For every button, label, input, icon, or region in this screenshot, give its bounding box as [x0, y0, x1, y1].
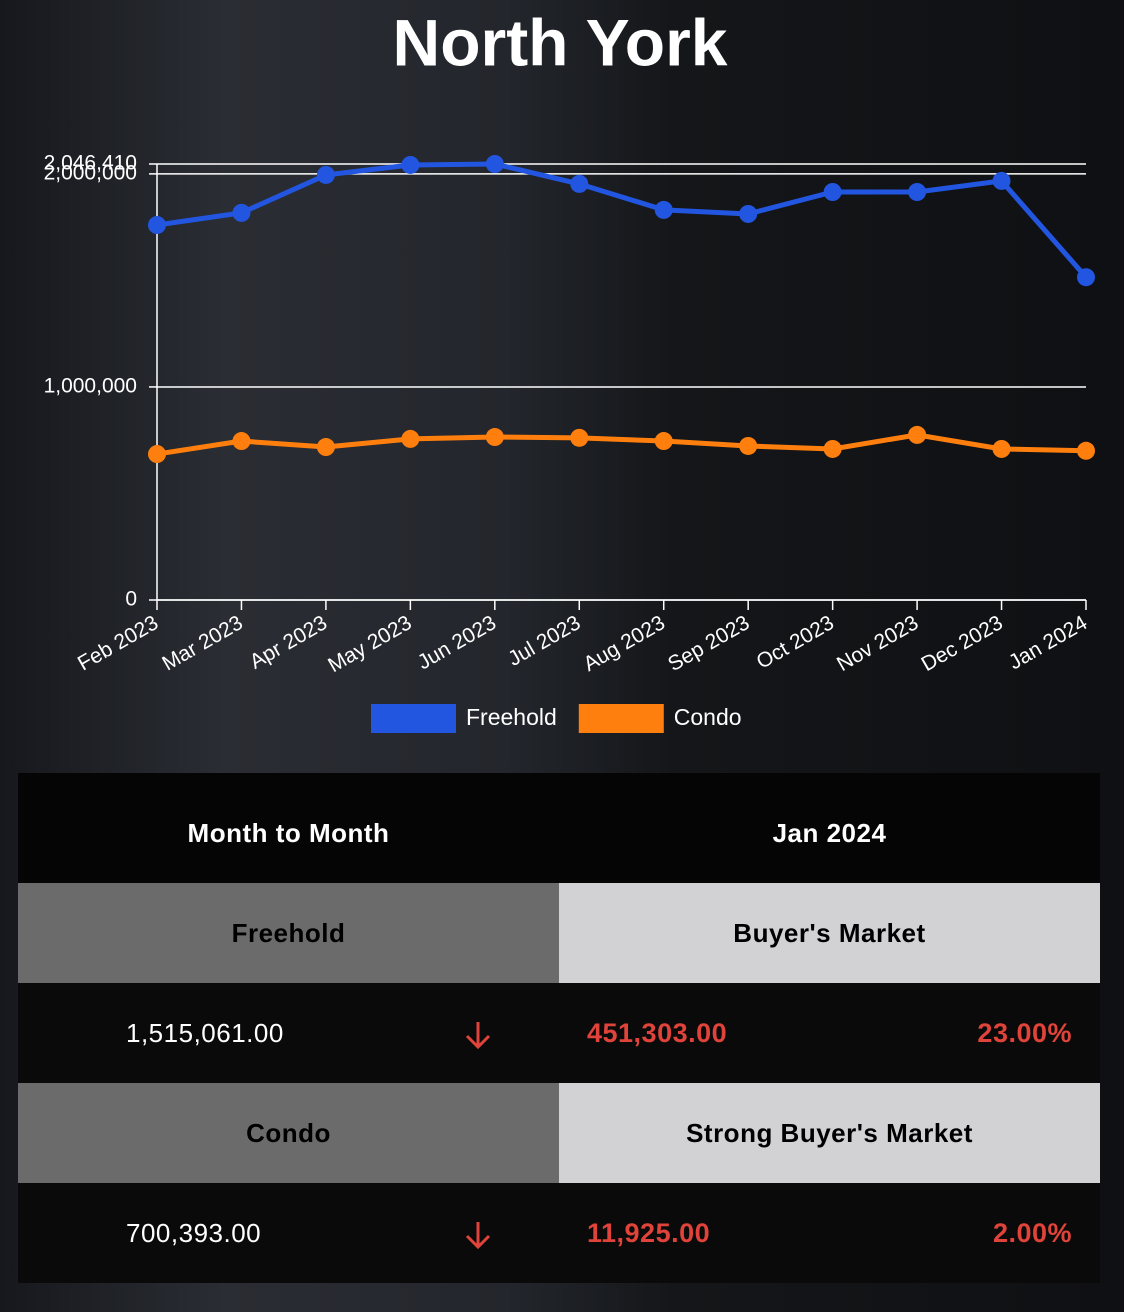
- x-tick-label: Aug 2023: [580, 611, 669, 676]
- point: [148, 216, 166, 235]
- table-body: Freehold Buyer's Market 1,515,061.00 451,30…: [18, 883, 1100, 1283]
- point: [401, 429, 420, 448]
- point: [739, 204, 758, 223]
- x-tick-label: Apr 2023: [246, 611, 331, 674]
- point: [232, 203, 251, 222]
- chart-title: North York: [393, 5, 728, 79]
- point: [823, 182, 842, 201]
- point: [570, 174, 589, 193]
- type-row: Freehold Buyer's Market: [18, 883, 1100, 983]
- x-tick-label: Feb 2023: [74, 611, 162, 675]
- y-tick-label: 2,000,000: [44, 161, 137, 184]
- type-label: Freehold: [18, 883, 559, 983]
- point: [908, 182, 927, 201]
- change-cell: 11,925.00 2.00%: [559, 1183, 1100, 1283]
- change: 451,303.00: [587, 1017, 728, 1048]
- type-row: Condo Strong Buyer's Market: [18, 1083, 1100, 1183]
- point: [316, 438, 335, 457]
- x-tick-label: Jun 2023: [414, 611, 500, 674]
- y-tick-label: 1,000,000: [44, 374, 137, 397]
- price-cell: 1,515,061.00: [18, 983, 559, 1083]
- y-tick-label: 2,046,410: [44, 152, 137, 175]
- line: [156, 432, 1087, 457]
- point: [992, 439, 1011, 458]
- price: 1,515,061.00: [126, 1017, 284, 1048]
- type-label: Condo: [18, 1083, 559, 1183]
- value-row: 700,393.00 11,925.00 2.00%: [18, 1183, 1100, 1283]
- point: [316, 165, 335, 184]
- table-header: Month to Month Jan 2024: [18, 773, 1100, 893]
- header-cell: Month to Month: [18, 773, 559, 893]
- legend-swatch: [578, 704, 664, 733]
- point: [739, 436, 758, 455]
- point: [654, 200, 673, 219]
- x-tick-label: Oct 2023: [753, 611, 838, 674]
- market-status: Strong Buyer's Market: [559, 1083, 1100, 1183]
- percent: 2.00%: [992, 1217, 1072, 1248]
- change-cell: 451,303.00 23.00%: [559, 983, 1100, 1083]
- change: 11,925.00: [587, 1217, 711, 1248]
- percent: 23.00%: [977, 1017, 1072, 1048]
- price-cell: 700,393.00: [18, 1183, 559, 1283]
- point: [1077, 441, 1095, 460]
- point: [485, 428, 504, 447]
- down-arrow-icon: [462, 1219, 494, 1258]
- x-tick-label: Sep 2023: [664, 611, 753, 676]
- point: [148, 445, 166, 464]
- point: [1077, 268, 1095, 287]
- down-arrow-icon: [462, 1019, 494, 1058]
- point: [654, 432, 673, 451]
- point: [401, 155, 420, 174]
- line: [156, 161, 1088, 279]
- y-tick-label: 0: [125, 588, 137, 611]
- legend-swatch: [371, 704, 456, 733]
- point: [908, 425, 927, 444]
- point: [232, 432, 251, 451]
- x-tick-label: Nov 2023: [833, 611, 922, 676]
- value-row: 1,515,061.00 451,303.00 23.00%: [18, 983, 1100, 1083]
- x-tick-label: Jul 2023: [504, 611, 584, 671]
- point: [485, 155, 504, 173]
- point: [570, 428, 589, 447]
- x-tick-label: Jan 2024: [1005, 611, 1092, 674]
- point: [992, 171, 1011, 190]
- header-cell: Jan 2024: [559, 773, 1100, 893]
- market-status: Buyer's Market: [559, 883, 1100, 983]
- x-tick-label: May 2023: [324, 611, 415, 677]
- legend-label: Freehold: [466, 704, 557, 730]
- x-tick-label: Mar 2023: [158, 611, 246, 675]
- legend-label: Condo: [674, 704, 742, 730]
- x-tick-label: Dec 2023: [917, 611, 1006, 676]
- point: [823, 439, 842, 458]
- price: 700,393.00: [126, 1217, 262, 1248]
- summary-table: Month to Month Jan 2024 Freehold Buyer's …: [18, 773, 1100, 1283]
